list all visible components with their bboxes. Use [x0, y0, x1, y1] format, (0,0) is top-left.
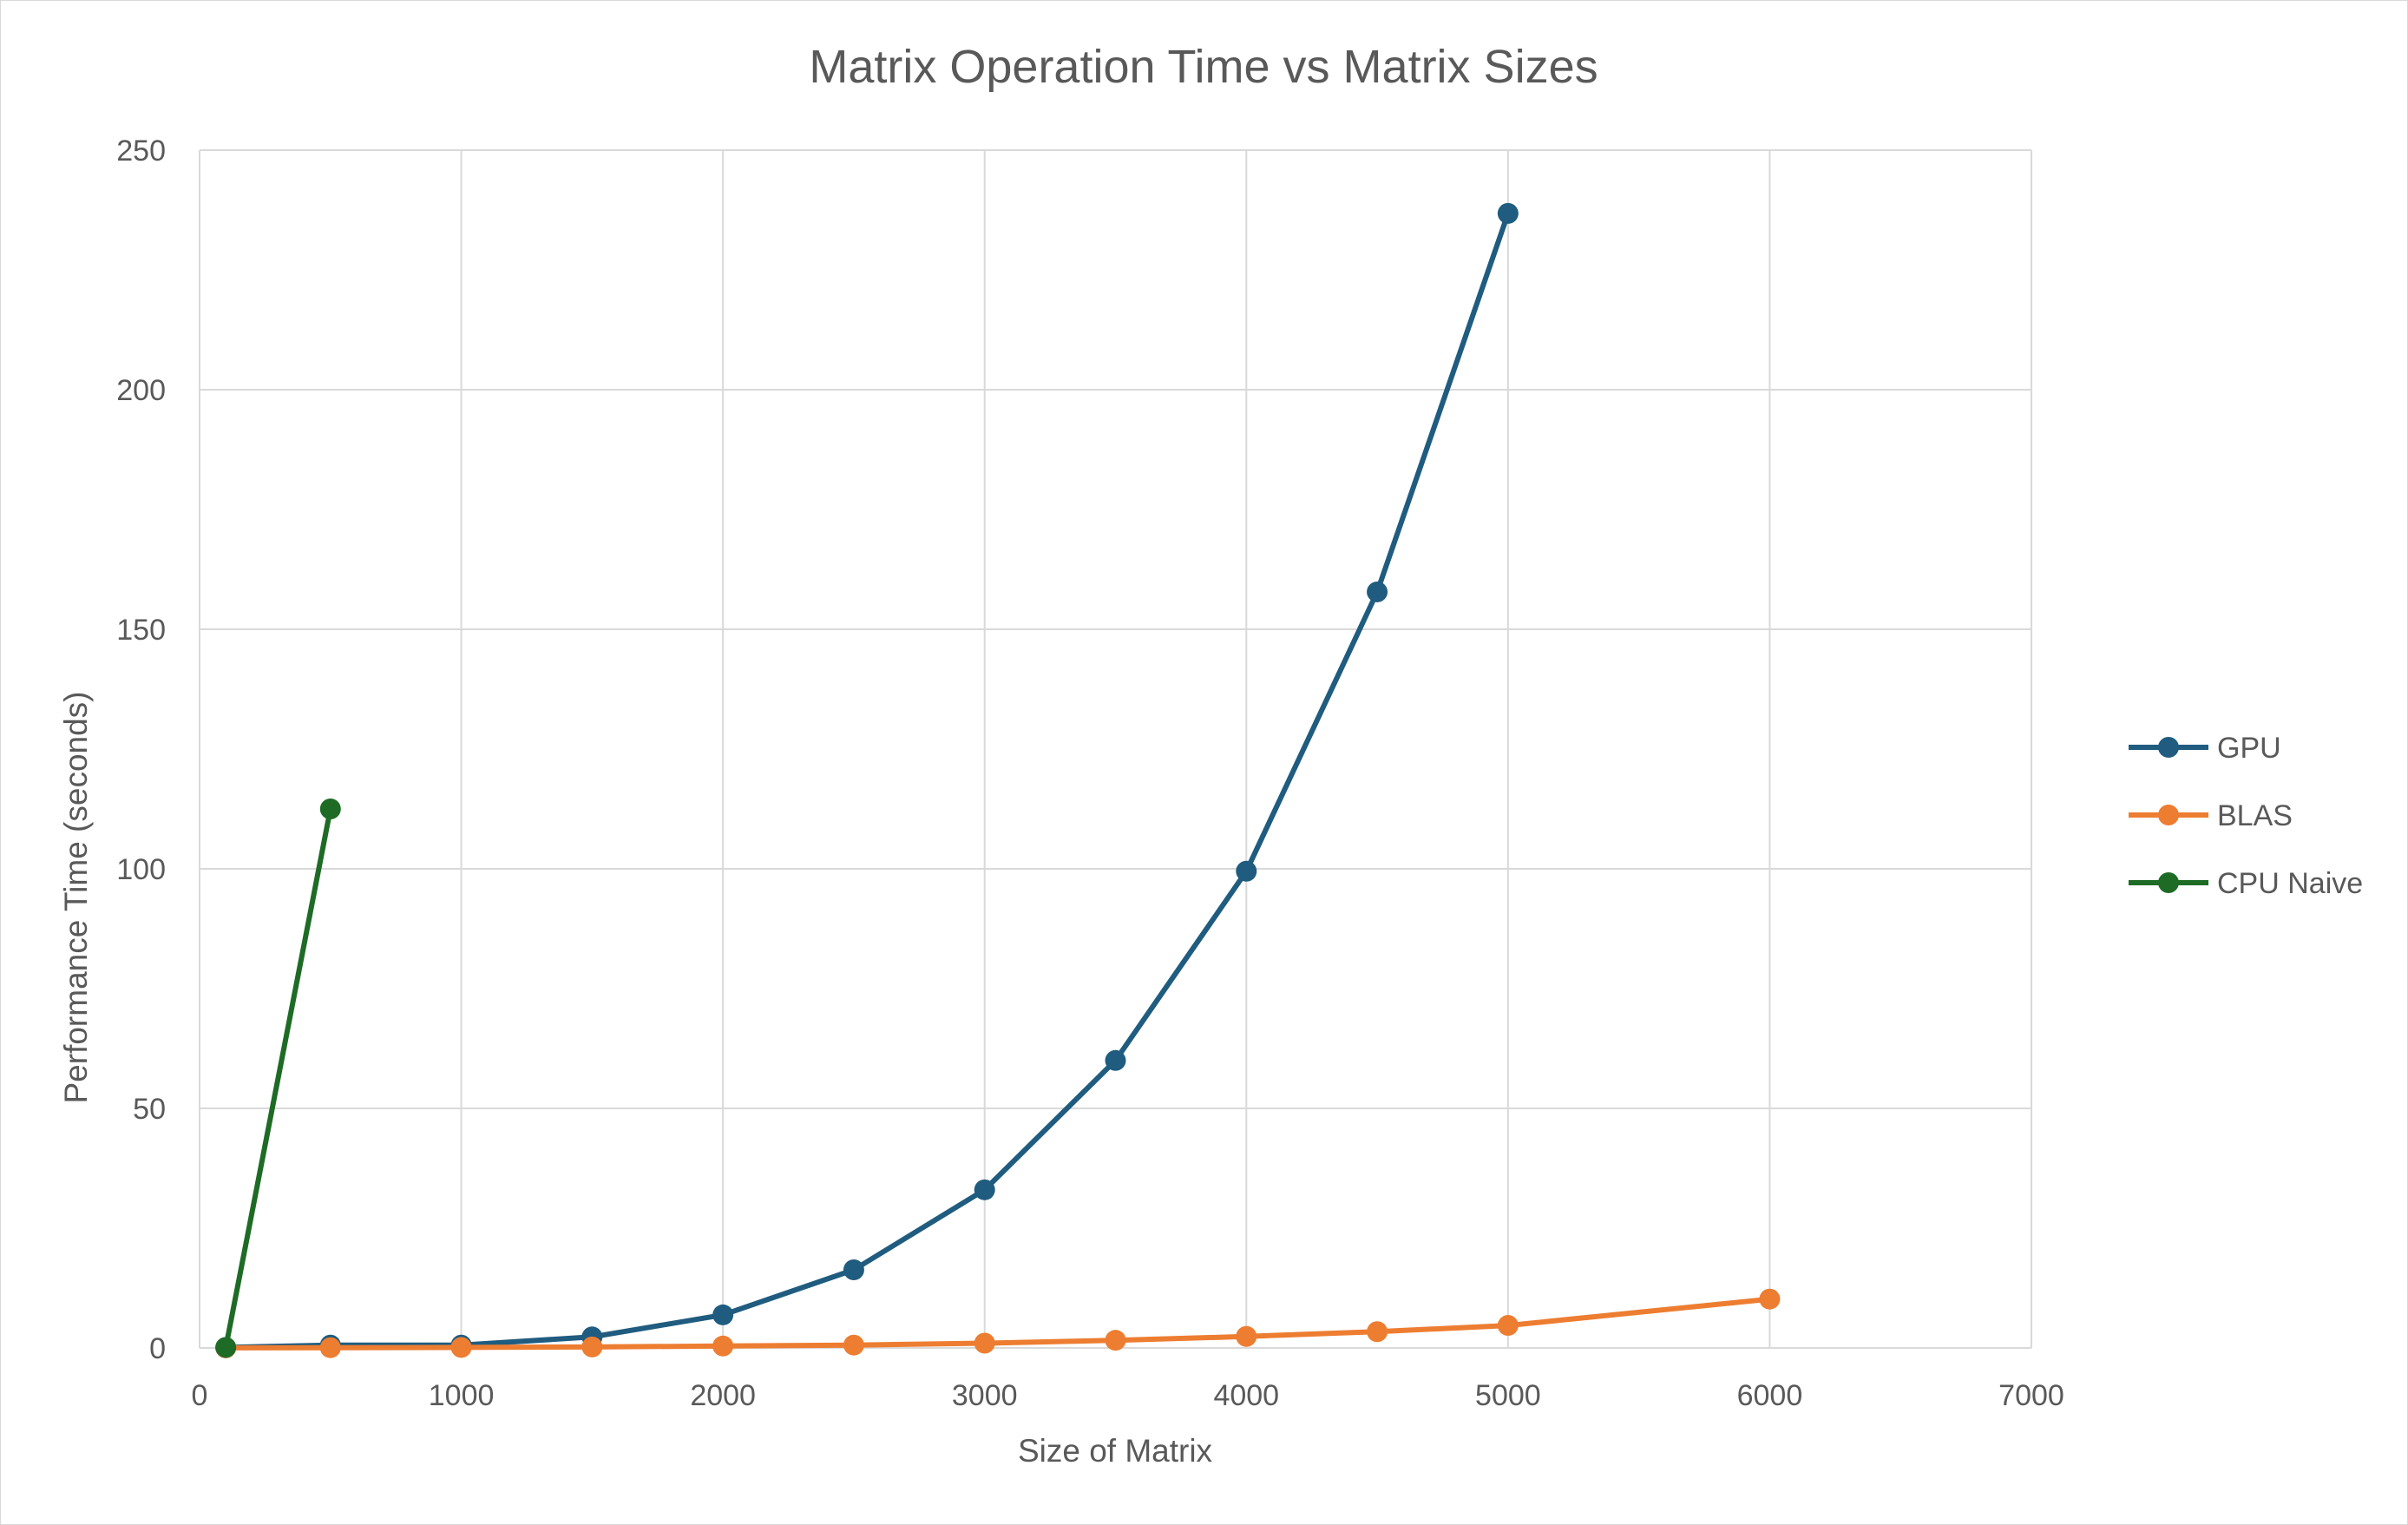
data-point-gpu	[1105, 1049, 1126, 1071]
x-axis-label: Size of Matrix	[1018, 1433, 1213, 1469]
series-line-cpu-naive	[223, 806, 333, 1351]
data-point-gpu	[1236, 860, 1257, 882]
series-line-gpu	[223, 210, 1511, 1351]
data-point-blas	[1759, 1288, 1781, 1310]
x-tick-label: 2000	[690, 1379, 756, 1412]
data-point-blas	[1367, 1321, 1388, 1343]
data-point-blas	[1497, 1315, 1519, 1337]
data-point-gpu	[843, 1259, 864, 1281]
data-point-cpu-naive	[319, 799, 341, 819]
data-point-cpu-naive	[215, 1337, 237, 1358]
series-line-blas	[223, 1296, 1773, 1351]
x-tick-label: 7000	[1998, 1379, 2064, 1412]
data-point-blas	[712, 1335, 734, 1357]
series-cpu-naive	[215, 799, 341, 1358]
y-tick-label: 0	[149, 1332, 166, 1365]
data-point-blas	[1236, 1325, 1257, 1347]
legend-item-gpu[interactable]: GPU	[2129, 732, 2281, 765]
data-point-blas	[974, 1332, 995, 1354]
series-gpu	[215, 202, 1519, 1358]
x-tick-label: 4000	[1213, 1379, 1279, 1412]
data-point-blas	[1105, 1330, 1126, 1351]
data-point-blas	[319, 1337, 341, 1358]
x-tick-label: 3000	[952, 1379, 1018, 1412]
data-point-gpu	[974, 1179, 995, 1200]
x-tick-label: 1000	[429, 1379, 495, 1412]
y-tick-label: 100	[116, 853, 166, 886]
legend-item-cpu-naive[interactable]: CPU Naive	[2129, 867, 2363, 900]
x-tick-label: 5000	[1475, 1379, 1541, 1412]
legend-marker-cpu-naive	[2158, 872, 2179, 893]
legend-label-cpu-naive: CPU Naive	[2217, 867, 2363, 900]
y-tick-label: 50	[133, 1093, 166, 1126]
legend-item-blas[interactable]: BLAS	[2129, 799, 2293, 832]
legend[interactable]: GPU BLAS CPU Naive	[2129, 732, 2363, 900]
y-axis-ticks: 0 50 100 150 200 250	[116, 135, 166, 1365]
grid	[199, 149, 2032, 1349]
x-axis-ticks: 0 1000 2000 3000 4000 5000 6000 7000	[192, 1379, 2064, 1412]
y-tick-label: 250	[116, 135, 166, 168]
legend-label-blas: BLAS	[2217, 799, 2293, 832]
x-tick-label: 0	[192, 1379, 208, 1412]
legend-marker-gpu	[2158, 737, 2179, 758]
data-point-gpu	[712, 1304, 734, 1325]
data-point-gpu	[1497, 202, 1519, 224]
legend-label-gpu: GPU	[2217, 732, 2281, 765]
data-point-blas	[450, 1337, 472, 1358]
data-point-blas	[843, 1334, 864, 1356]
plot-area	[215, 202, 1781, 1358]
chart-title: Matrix Operation Time vs Matrix Sizes	[809, 41, 1598, 93]
y-axis-label: Performance Time (seconds)	[58, 691, 94, 1103]
data-point-blas	[581, 1336, 603, 1357]
y-tick-label: 150	[116, 614, 166, 647]
x-tick-label: 6000	[1737, 1379, 1803, 1412]
y-tick-label: 200	[116, 374, 166, 407]
legend-marker-blas	[2158, 805, 2179, 825]
data-point-gpu	[1367, 581, 1388, 602]
